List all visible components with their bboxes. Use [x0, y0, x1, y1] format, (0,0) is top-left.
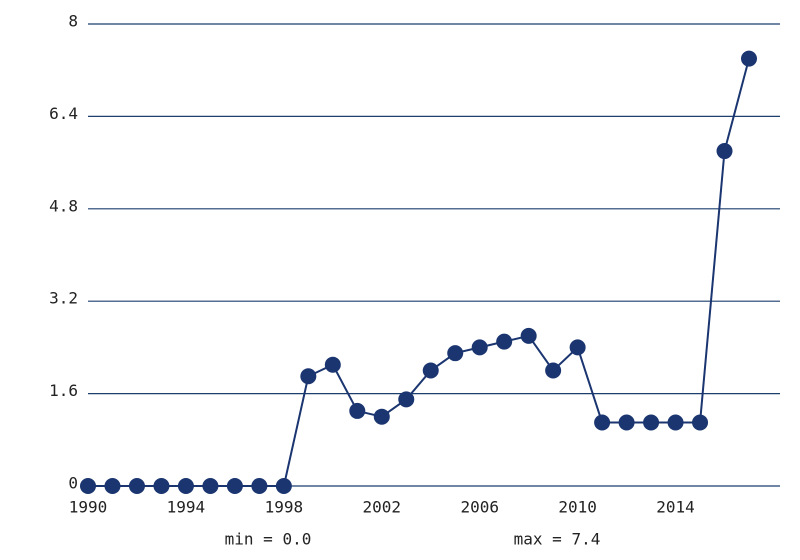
marker — [716, 143, 733, 160]
y-tick-label: 4.8 — [49, 196, 78, 215]
marker — [422, 362, 439, 379]
annotation: max = 7.4 — [514, 530, 601, 549]
marker — [80, 478, 96, 494]
marker — [202, 478, 219, 494]
annotation: min = 0.0 — [225, 530, 312, 549]
x-tick-label: 1990 — [69, 498, 108, 517]
marker — [618, 414, 635, 431]
marker — [643, 414, 660, 431]
marker — [177, 478, 194, 494]
marker — [300, 368, 317, 385]
marker — [741, 50, 757, 67]
marker — [569, 339, 586, 356]
marker — [275, 478, 292, 494]
marker — [128, 478, 145, 494]
marker — [349, 402, 366, 419]
y-tick-label: 8 — [68, 12, 78, 31]
y-tick-label: 3.2 — [49, 289, 78, 308]
marker — [447, 345, 464, 362]
line — [88, 58, 750, 487]
y-tick-label: 1.6 — [49, 381, 78, 400]
x-tick-label: 2010 — [558, 498, 597, 517]
x-tick-label: 1998 — [265, 498, 304, 517]
marker — [373, 408, 390, 425]
marker — [520, 327, 537, 344]
marker — [545, 362, 562, 379]
marker — [471, 339, 488, 356]
marker — [692, 414, 709, 431]
marker — [667, 414, 684, 431]
x-tick-label: 2006 — [460, 498, 499, 517]
x-tick-label: 2014 — [656, 498, 695, 517]
marker — [496, 333, 513, 350]
y-tick-label: 0 — [68, 474, 78, 493]
marker — [104, 478, 121, 494]
y-tick-label: 6.4 — [49, 104, 78, 123]
marker — [594, 414, 611, 431]
marker — [324, 356, 341, 373]
x-tick-label: 1994 — [167, 498, 206, 517]
x-tick-label: 2002 — [363, 498, 402, 517]
marker — [153, 478, 170, 494]
marker — [251, 478, 268, 494]
marker — [398, 391, 415, 408]
marker — [226, 478, 243, 494]
